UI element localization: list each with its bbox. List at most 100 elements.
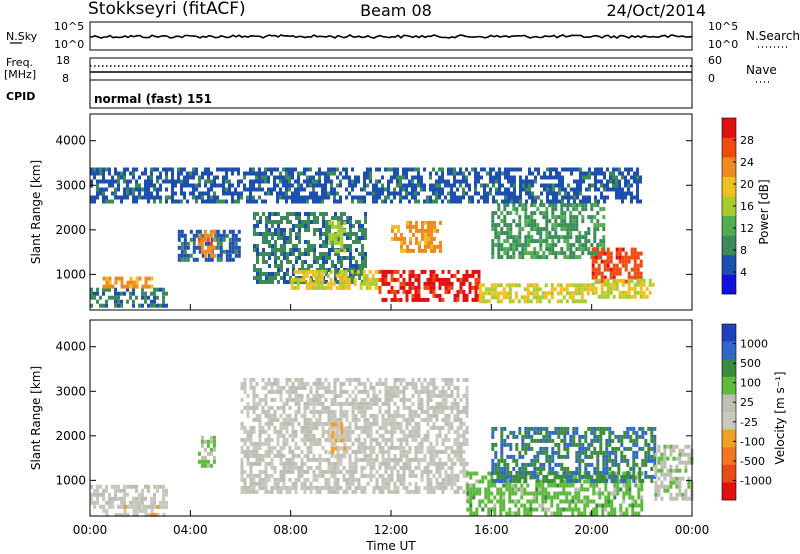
- heatmap-cell: [318, 421, 322, 426]
- heatmap-cell: [453, 441, 457, 446]
- heatmap-cell: [337, 236, 340, 240]
- heatmap-cell: [279, 477, 283, 482]
- heatmap-cell: [554, 227, 558, 232]
- heatmap-cell: [294, 377, 298, 382]
- heatmap-cell: [306, 449, 310, 454]
- heatmap-cell: [355, 268, 358, 272]
- heatmap-cell: [252, 429, 256, 434]
- heatmap-cell: [518, 255, 522, 260]
- freq-panel-frame: [89, 57, 693, 81]
- heatmap-cell: [450, 461, 454, 466]
- heatmap-cell: [294, 195, 297, 200]
- heatmap-cell: [540, 199, 543, 204]
- heatmap-cell: [123, 187, 126, 192]
- heatmap-cell: [323, 285, 327, 290]
- heatmap-cell: [162, 179, 165, 184]
- heatmap-cell: [303, 405, 307, 410]
- heatmap-cell: [330, 187, 333, 192]
- heatmap-cell: [378, 179, 381, 184]
- heatmap-cell: [299, 269, 303, 274]
- heatmap-cell: [351, 461, 355, 466]
- heatmap-cell: [342, 477, 346, 482]
- heatmap-cell: [285, 179, 288, 184]
- heatmap-cell: [559, 291, 563, 296]
- heatmap-cell: [429, 425, 433, 430]
- heatmap-cell: [279, 171, 282, 176]
- heatmap-cell: [495, 187, 498, 192]
- heatmap-cell: [340, 224, 344, 229]
- heatmap-cell: [575, 247, 579, 252]
- heatmap-cell: [366, 461, 370, 466]
- heatmap-cell: [273, 397, 277, 402]
- heatmap-cell: [354, 377, 358, 382]
- heatmap-cell: [313, 252, 316, 256]
- heatmap-cell: [576, 195, 579, 200]
- heatmap-cell: [528, 195, 531, 200]
- heatmap-cell: [408, 473, 412, 478]
- heatmap-cell: [341, 277, 345, 282]
- heatmap-cell: [615, 187, 618, 192]
- heatmap-cell: [390, 477, 394, 482]
- heatmap-cell: [352, 240, 355, 244]
- heatmap-cell: [144, 171, 147, 176]
- heatmap-cell: [153, 512, 157, 517]
- heatmap-cell: [105, 284, 109, 289]
- heatmap-cell: [297, 175, 300, 180]
- heatmap-cell: [411, 473, 415, 478]
- heatmap-cell: [636, 183, 639, 188]
- heatmap-cell: [507, 195, 510, 200]
- heatmap-cell: [462, 469, 466, 474]
- heatmap-cell: [123, 496, 126, 501]
- heatmap-cell: [562, 487, 566, 492]
- heatmap-cell: [634, 475, 638, 480]
- heatmap-cell: [517, 511, 521, 516]
- heatmap-cell: [258, 183, 261, 188]
- heatmap-cell: [487, 299, 491, 304]
- heatmap-cell: [396, 297, 400, 302]
- heatmap-cell: [515, 223, 519, 228]
- heatmap-cell: [243, 425, 247, 430]
- heatmap-cell: [551, 227, 555, 232]
- heatmap-cell: [506, 247, 510, 252]
- heatmap-cell: [286, 236, 289, 240]
- heatmap-cell: [336, 429, 340, 434]
- heatmap-cell: [523, 299, 527, 304]
- heatmap-cell: [466, 471, 470, 476]
- heatmap-cell: [399, 425, 403, 430]
- heatmap-cell: [328, 426, 332, 431]
- heatmap-cell: [553, 511, 557, 516]
- heatmap-cell: [447, 385, 451, 390]
- heatmap-cell: [548, 247, 552, 252]
- heatmap-cell: [554, 426, 558, 431]
- heatmap-cell: [546, 191, 549, 196]
- heatmap-cell: [316, 256, 319, 260]
- heatmap-cell: [362, 269, 366, 274]
- heatmap-cell: [304, 212, 307, 216]
- heatmap-cell: [165, 199, 168, 204]
- heatmap-cell: [393, 381, 397, 386]
- heatmap-cell: [129, 284, 133, 289]
- heatmap-cell: [363, 425, 367, 430]
- heatmap-cell: [189, 237, 193, 242]
- heatmap-cell: [548, 462, 552, 467]
- heatmap-cell: [569, 478, 573, 483]
- heatmap-cell: [523, 511, 527, 516]
- heatmap-cell: [552, 191, 555, 196]
- heatmap-cell: [625, 507, 629, 512]
- heatmap-cell: [637, 495, 641, 500]
- heatmap-cell: [599, 243, 603, 248]
- heatmap-cell: [533, 239, 537, 244]
- heatmap-cell: [237, 249, 241, 254]
- heatmap-cell: [483, 195, 486, 200]
- heatmap-cell: [280, 236, 283, 240]
- heatmap-cell: [165, 500, 168, 505]
- heatmap-cell: [206, 443, 210, 448]
- heatmap-cell: [207, 191, 210, 196]
- heatmap-cell: [519, 195, 522, 200]
- heatmap-cell: [279, 429, 283, 434]
- heatmap-cell: [313, 220, 316, 224]
- heatmap-cell: [305, 281, 309, 286]
- heatmap-cell: [288, 187, 291, 192]
- heatmap-cell: [577, 511, 581, 516]
- heatmap-cell: [628, 479, 632, 484]
